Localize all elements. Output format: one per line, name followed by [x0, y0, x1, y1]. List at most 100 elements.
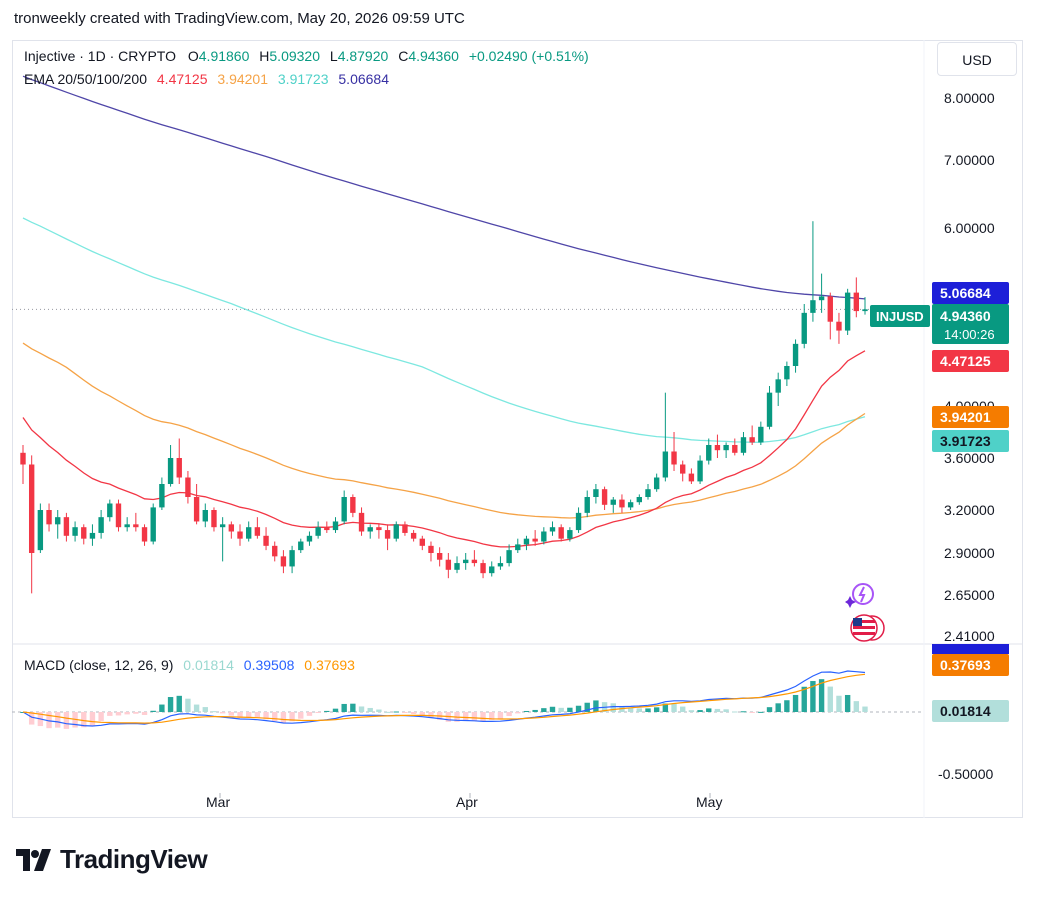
- open-label: O: [187, 48, 199, 64]
- candle-body: [653, 477, 660, 490]
- candle-body: [289, 550, 295, 567]
- candle-body: [862, 309, 868, 312]
- histogram-value-badge-text: 0.01814: [940, 703, 991, 719]
- candle-body: [662, 451, 669, 478]
- macd-histogram-bar: [575, 705, 582, 712]
- candle-body: [298, 541, 304, 551]
- candle-body: [732, 445, 738, 453]
- macd-histogram-bar: [706, 708, 712, 712]
- candle-body: [645, 489, 651, 497]
- candle-body: [489, 566, 495, 574]
- candle-body: [523, 538, 530, 545]
- macd-histogram-bar: [358, 706, 365, 712]
- macd-histogram-bar: [645, 708, 651, 712]
- low-value: 4.87920: [337, 48, 389, 64]
- candle-body: [506, 550, 512, 564]
- candle-body: [237, 531, 243, 539]
- ticker-badge: [870, 305, 930, 327]
- macd-histogram-bar: [419, 712, 425, 716]
- macd-histogram-bar: [471, 712, 478, 721]
- ema200-value: 5.06684: [338, 71, 389, 87]
- macd-histogram-bar: [410, 712, 417, 715]
- macd-histogram-bar: [723, 709, 729, 712]
- candle-body: [636, 497, 643, 503]
- macd-histogram-bar: [28, 712, 35, 725]
- macd-histogram-bar: [193, 704, 200, 712]
- candle-body: [749, 437, 755, 443]
- candle-body: [697, 460, 703, 482]
- macd-histogram-bar: [480, 712, 486, 721]
- macd-histogram-bar: [228, 712, 235, 716]
- us-flag-icon[interactable]: [848, 613, 888, 643]
- macd-value: 0.39508: [243, 657, 295, 673]
- candle-body: [376, 527, 382, 531]
- candle-body: [324, 527, 330, 531]
- macd-histogram-bar: [219, 712, 226, 714]
- candle-body: [306, 535, 313, 542]
- macd-histogram-bar: [680, 706, 686, 712]
- candle-body: [445, 559, 452, 570]
- candle-body: [627, 502, 634, 508]
- low-label: L: [329, 48, 338, 64]
- macd-histogram-bar: [280, 712, 287, 723]
- macd-histogram-bar: [89, 712, 96, 726]
- candle-body: [584, 497, 590, 513]
- macd-histogram-bar: [862, 706, 868, 712]
- symbol-label[interactable]: Injective · 1D · CRYPTO: [24, 48, 176, 64]
- candle-body: [28, 464, 35, 553]
- currency-button[interactable]: USD: [937, 42, 1017, 76]
- candle-body: [454, 563, 460, 570]
- candle-body: [63, 517, 70, 536]
- ema100-badge: [932, 430, 1009, 452]
- macd-histogram-bar: [732, 711, 738, 713]
- high-label: H: [259, 48, 270, 64]
- candle-body: [98, 517, 104, 533]
- close-label: C: [398, 48, 409, 64]
- macd-histogram-bar: [489, 712, 495, 721]
- price-axis-label: 3.60000: [944, 450, 995, 466]
- candle-body: [176, 458, 182, 478]
- macd-label[interactable]: MACD (close, 12, 26, 9): [24, 657, 174, 673]
- chart-credit: tronweekly created with TradingView.com,…: [14, 10, 465, 27]
- high-value: 5.09320: [269, 48, 320, 64]
- macd-histogram-bar: [306, 712, 313, 716]
- candle-body: [775, 379, 781, 393]
- ema-label[interactable]: EMA 20/50/100/200: [24, 71, 147, 87]
- macd-histogram-bar: [141, 712, 148, 715]
- candle-body: [228, 524, 235, 532]
- macd-histogram-bar: [593, 700, 599, 712]
- candle-body: [784, 366, 790, 380]
- macd-histogram-bar: [332, 708, 339, 712]
- candle-body: [81, 527, 87, 539]
- macd-histogram-bar: [662, 703, 669, 712]
- candle-body: [688, 473, 695, 482]
- candle-body: [141, 527, 148, 542]
- candle-body: [419, 538, 425, 546]
- candle-body: [740, 437, 747, 453]
- chart-svg[interactable]: 8.000007.000006.000005.000004.300004.000…: [12, 40, 1023, 818]
- macd-histogram-bar: [46, 712, 52, 729]
- signal-line: [22, 673, 866, 724]
- price-badge: [932, 304, 1009, 344]
- tradingview-logo[interactable]: TradingView: [16, 844, 208, 875]
- chart-frame: [12, 40, 1023, 818]
- candle-body: [792, 343, 799, 366]
- price-axis-label: 2.90000: [944, 545, 995, 561]
- candle-body: [280, 556, 287, 567]
- candle-body: [341, 497, 347, 522]
- ema50-value: 3.94201: [217, 71, 268, 87]
- candle-body: [124, 524, 130, 528]
- macd-histogram-bar: [558, 707, 564, 712]
- macd-histogram-bar: [376, 709, 382, 712]
- candle-body: [549, 527, 556, 532]
- ema50-badge-text: 3.94201: [940, 409, 991, 425]
- macd-histogram-bar: [237, 712, 243, 718]
- sparkle-icon[interactable]: [845, 582, 875, 608]
- candle-body: [20, 452, 26, 465]
- macd-histogram-bar: [167, 697, 174, 712]
- candle-body: [263, 535, 269, 546]
- candle-body: [107, 503, 113, 518]
- macd-histogram-bar: [254, 712, 261, 718]
- macd-histogram-bar: [567, 707, 573, 712]
- candle-body: [567, 530, 573, 539]
